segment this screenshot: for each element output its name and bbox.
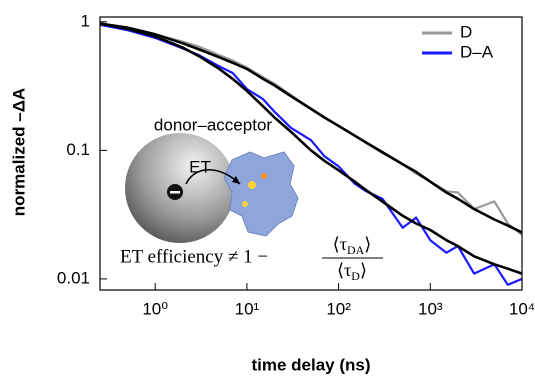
x-tick-label: 10²: [326, 299, 351, 318]
chromophore: [261, 173, 267, 179]
fit-line: [100, 22, 522, 275]
illustration: donor–acceptor ET: [125, 115, 299, 243]
fit-line: [100, 22, 522, 234]
annotation: ET: [189, 157, 211, 176]
x-tick-label: 10⁴: [509, 299, 535, 318]
y-tick-label: 1: [81, 11, 90, 30]
eq-part: ⟩: [360, 260, 367, 280]
equation: ET efficiency ≠ 1 − ⟨τDA⟩ ⟨τD⟩: [120, 234, 383, 283]
eq-sub: DA: [347, 243, 365, 257]
x-tick-label: 10⁰: [142, 299, 168, 318]
arrowhead: [232, 176, 240, 184]
eq-part: ⟩: [364, 234, 371, 254]
equation-lhs: ET efficiency ≠ 1 −: [120, 246, 268, 267]
eq-sub: D: [351, 269, 360, 283]
legend-label: D: [460, 22, 472, 41]
legend-label: D–A: [460, 42, 494, 61]
x-tick-label: 10³: [418, 299, 443, 318]
y-tick-label: 0.01: [57, 268, 90, 287]
plot-frame: [99, 16, 523, 291]
annotation: donor–acceptor: [154, 115, 272, 134]
denominator: ⟨τD⟩: [337, 260, 367, 283]
eq-part: ⟨τ: [337, 260, 351, 280]
x-tick-label: 10¹: [235, 299, 260, 318]
x-axis-title: time delay (ns): [251, 355, 370, 374]
chromophore: [242, 201, 248, 207]
y-axis-title: normalized –ΔA: [9, 88, 28, 216]
minus: [170, 191, 180, 194]
plot-area: [100, 22, 522, 286]
numerator: ⟨τDA⟩: [333, 234, 372, 257]
y-tick-label: 0.1: [66, 140, 90, 159]
eq-part: ⟨τ: [333, 234, 347, 254]
chromophore: [248, 181, 256, 189]
protein: [223, 151, 299, 237]
